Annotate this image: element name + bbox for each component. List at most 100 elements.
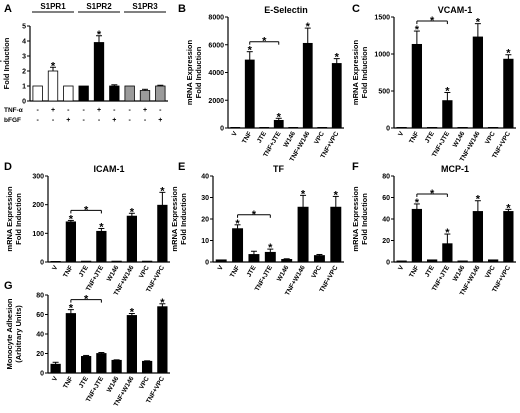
- bar: [111, 359, 122, 374]
- sign-tnf: +: [143, 107, 147, 114]
- bar: [281, 259, 293, 263]
- x-category-label: V: [217, 264, 226, 272]
- x-category-label: VPC: [138, 375, 151, 390]
- y-tick-label: 30: [201, 195, 209, 202]
- significance-star: *: [160, 185, 165, 197]
- significance-star: *: [430, 15, 435, 27]
- y-tick-label: 6000: [208, 42, 224, 49]
- x-category-label: TNF: [408, 130, 420, 144]
- x-category-label: JTE: [424, 130, 436, 144]
- x-category-label: TNF: [408, 264, 420, 278]
- y-axis-label: Monocyte Adhesion: [5, 298, 14, 369]
- y-axis-label: mRNA Expression: [170, 186, 179, 252]
- y-tick-label: 40: [382, 217, 390, 224]
- x-category-label: W146: [276, 264, 291, 283]
- bar: [442, 243, 453, 263]
- bar: [503, 58, 514, 129]
- y-tick-label: 1500: [374, 15, 390, 22]
- y-axis-label: Fold Induction: [2, 37, 11, 89]
- bar: [155, 85, 166, 102]
- bar: [442, 100, 453, 129]
- panel-label: F: [352, 161, 359, 173]
- bar: [126, 215, 138, 263]
- bar: [80, 356, 92, 374]
- bar: [288, 127, 299, 129]
- bar: [487, 259, 499, 263]
- y-axis-label: Fold Induction: [360, 46, 369, 98]
- significance-star: *: [51, 60, 56, 72]
- significance-star: *: [130, 307, 135, 319]
- x-category-label: VPC: [313, 130, 326, 145]
- x-category-label: VPC: [484, 264, 497, 279]
- bar: [124, 85, 135, 102]
- x-category-label: JTE: [78, 375, 90, 389]
- bar: [47, 70, 59, 102]
- x-category-label: JTE: [256, 130, 268, 144]
- significance-star: *: [97, 29, 102, 41]
- bar: [232, 228, 244, 263]
- x-category-label: TNF: [241, 130, 253, 144]
- y-axis-label: mRNA Expression: [351, 186, 360, 252]
- y-axis-label: Fold Induction: [360, 193, 369, 245]
- y-axis-label: (Arbitrary Units): [14, 305, 23, 363]
- sign-bfgf: +: [158, 117, 162, 124]
- sign-tnf: -: [128, 107, 131, 114]
- significance-star: *: [415, 24, 420, 36]
- y-axis-label: mRNA Expression: [5, 186, 14, 252]
- x-category-label: TNF: [62, 264, 74, 278]
- sign-tnf: -: [36, 107, 39, 114]
- bar: [317, 127, 328, 129]
- y-tick-label: 10: [201, 238, 209, 245]
- significance-star: *: [306, 21, 311, 33]
- x-category-label: JTE: [246, 264, 258, 278]
- bar: [330, 206, 342, 263]
- bar: [503, 211, 514, 263]
- bar: [78, 85, 89, 102]
- y-axis-label: Fold Induction: [14, 193, 23, 245]
- group-label: S1PR1: [40, 2, 66, 11]
- group-label: S1PR3: [132, 2, 158, 11]
- x-category-label: VPC: [310, 264, 323, 279]
- significance-star: *: [99, 221, 104, 233]
- significance-star: *: [476, 194, 481, 206]
- y-tick-label: 0: [220, 126, 224, 133]
- x-category-label: V: [397, 130, 406, 138]
- bar: [244, 59, 255, 129]
- y-tick-label: 80: [36, 293, 44, 300]
- panel-label: E: [178, 161, 185, 173]
- significance-star: *: [335, 52, 340, 64]
- row-label-bfgf: bFGF: [4, 117, 21, 124]
- bar: [96, 230, 107, 263]
- significance-star: *: [476, 17, 481, 29]
- y-tick-label: 20: [382, 238, 390, 245]
- y-tick-label: 3: [22, 54, 26, 61]
- bar: [141, 360, 153, 374]
- bar: [411, 43, 423, 129]
- x-category-label: JTE: [424, 264, 436, 278]
- panel-label: B: [178, 3, 186, 15]
- chart-title: VCAM-1: [438, 5, 473, 15]
- x-category-label: TNF: [229, 264, 241, 278]
- x-category-label: TNF: [62, 375, 74, 389]
- bar: [65, 221, 77, 263]
- bar: [302, 42, 313, 129]
- y-tick-label: 60: [382, 195, 390, 202]
- bar: [50, 260, 61, 263]
- bar: [426, 127, 438, 129]
- significance-star: *: [262, 36, 267, 48]
- significance-star: *: [445, 227, 450, 239]
- significance-star: *: [69, 303, 74, 315]
- bar: [109, 85, 120, 102]
- y-tick-label: 8000: [208, 15, 224, 22]
- x-category-label: V: [397, 264, 406, 272]
- sign-tnf: +: [97, 107, 101, 114]
- bar: [259, 127, 270, 129]
- sign-bfgf: -: [144, 117, 147, 124]
- bar: [248, 254, 260, 263]
- x-category-label: JTE: [78, 264, 90, 278]
- row-label-tnf: TNF-α: [4, 107, 23, 114]
- y-tick-label: 5: [22, 24, 26, 31]
- y-axis-label: mRNA Expression: [0, 31, 2, 97]
- bar: [111, 260, 122, 263]
